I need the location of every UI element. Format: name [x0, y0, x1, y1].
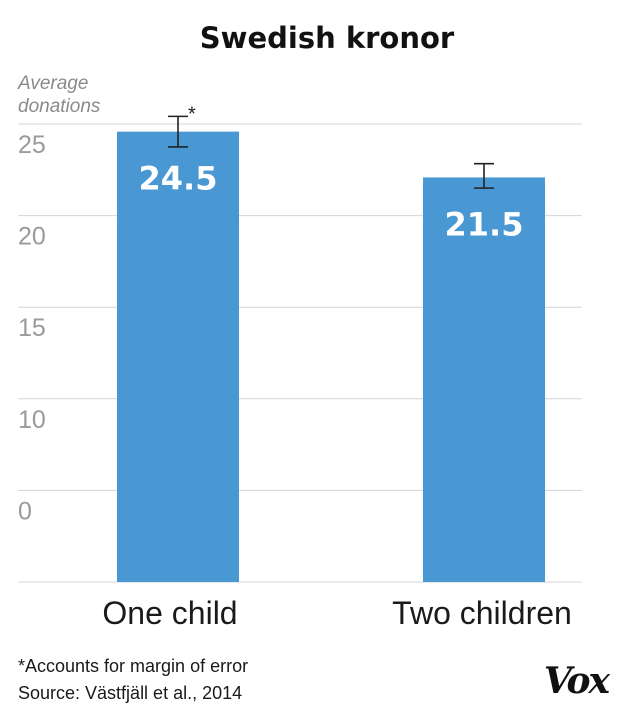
bar-0 — [117, 131, 239, 582]
category-label-0: One child — [102, 595, 237, 631]
y-tick-label: 25 — [18, 131, 46, 159]
error-bar-1 — [474, 162, 494, 189]
bars — [117, 131, 545, 582]
error-bars — [168, 115, 494, 189]
category-label-1: Two children — [392, 595, 572, 631]
y-axis-label-line-2: donations — [18, 96, 101, 117]
data-label-0: 24.5 — [139, 160, 218, 198]
chart-title: Swedish kronor — [200, 21, 455, 55]
footnote-margin-of-error: *Accounts for margin of error — [18, 656, 249, 676]
y-tick-label: 20 — [18, 223, 46, 251]
gridlines — [18, 123, 582, 583]
bar-1 — [423, 177, 545, 582]
y-tick-labels: 25 20 15 10 0 — [18, 131, 46, 525]
data-labels: 24.5 21.5 * — [139, 103, 524, 243]
y-tick-label: 15 — [18, 314, 46, 342]
vox-logo: Vox — [543, 660, 610, 702]
data-label-1: 21.5 — [445, 205, 524, 243]
source-credit: Source: Västfjäll et al., 2014 — [18, 683, 243, 703]
annotation-asterisk: * — [188, 103, 196, 125]
error-bar-0 — [168, 115, 188, 148]
bar-chart: Swedish kronor Average donations 25 20 15 1… — [17, 21, 582, 631]
y-axis-label-line-1: Average — [17, 73, 88, 94]
y-tick-label: 10 — [18, 406, 46, 434]
category-labels: One child Two children — [102, 595, 571, 631]
y-tick-label: 0 — [18, 497, 32, 525]
